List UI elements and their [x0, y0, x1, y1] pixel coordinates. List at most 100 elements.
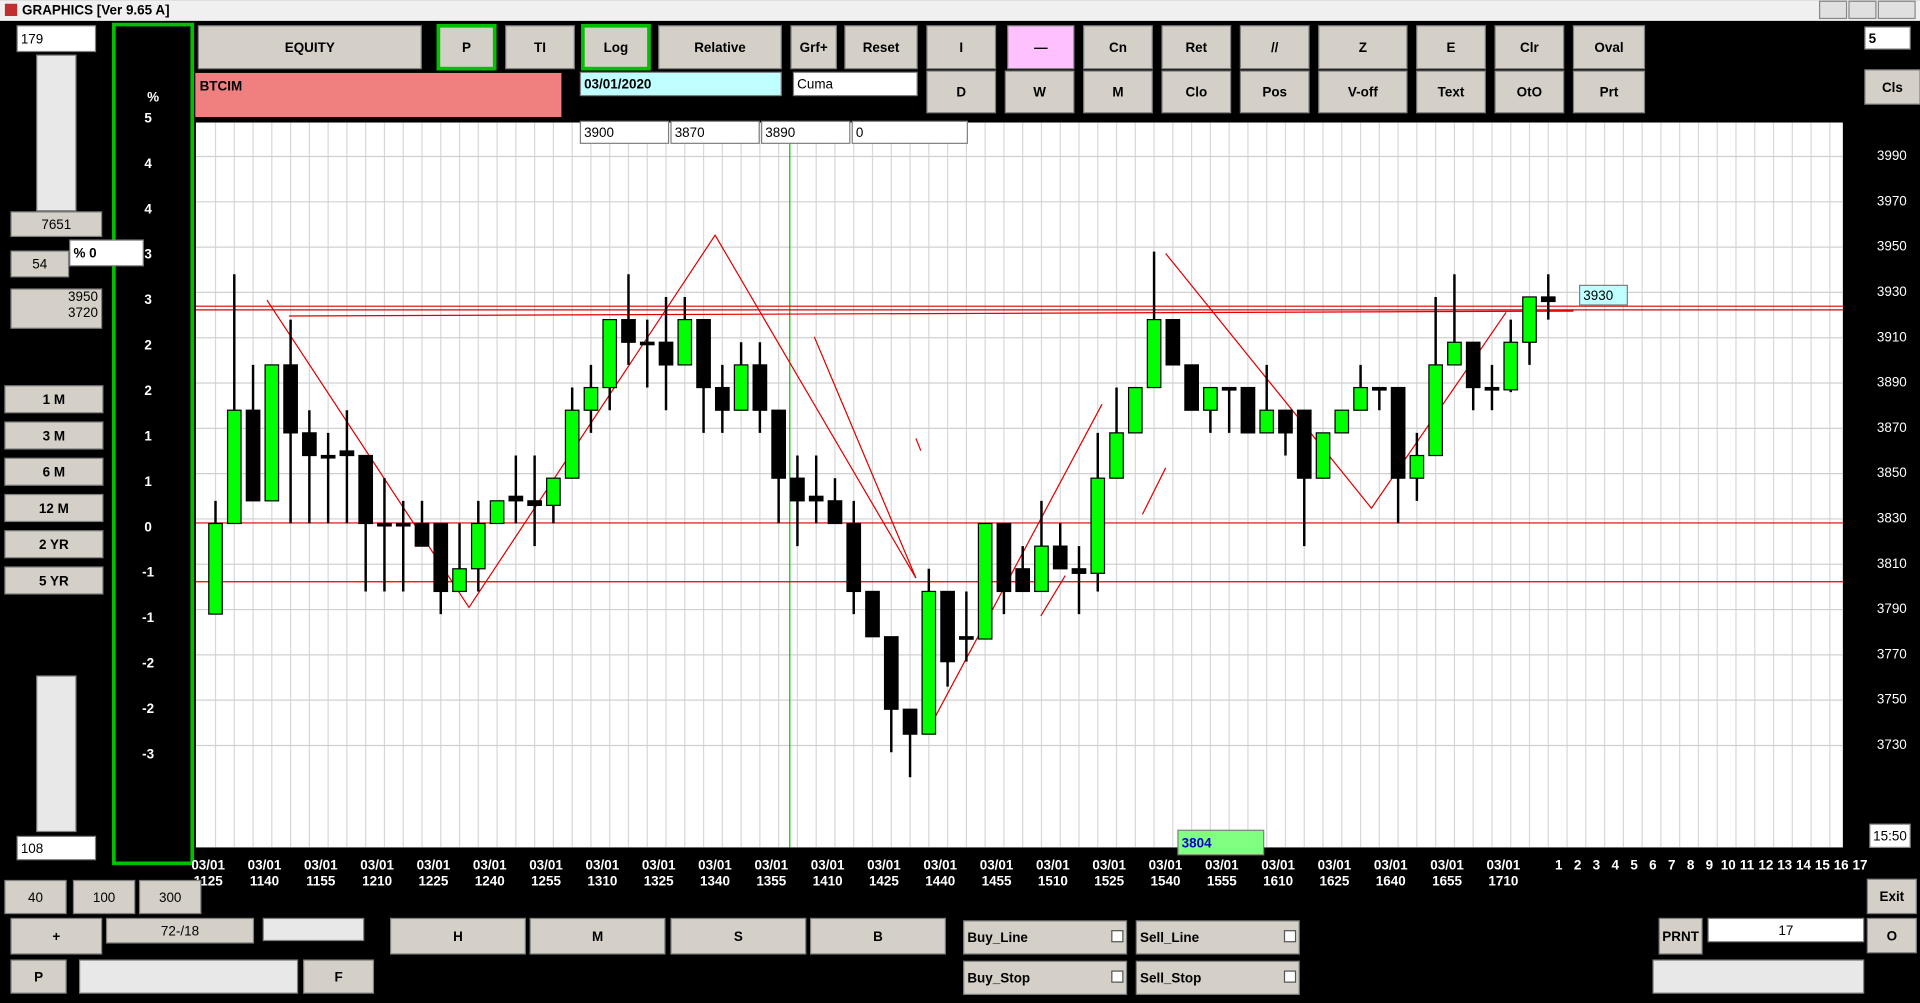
toolbar-button[interactable]	[1318, 70, 1408, 114]
period-button[interactable]	[4, 421, 104, 450]
period-button[interactable]	[4, 530, 104, 559]
order-checkbox[interactable]	[1111, 930, 1124, 943]
x-tick-label: 1625	[1319, 873, 1349, 888]
toolbar-button[interactable]	[926, 70, 997, 114]
zoom-button[interactable]	[138, 879, 202, 915]
close-window-button[interactable]	[1877, 0, 1916, 20]
candle-body	[940, 590, 955, 663]
o-button[interactable]	[1866, 917, 1917, 954]
order-button[interactable]	[1135, 920, 1300, 955]
zoom-button[interactable]	[4, 879, 67, 915]
order-button[interactable]	[963, 920, 1128, 955]
hmsb-button[interactable]	[810, 917, 946, 955]
day-field[interactable]	[792, 71, 918, 97]
toolbar-button[interactable]	[844, 25, 918, 70]
hmsb-button[interactable]	[390, 917, 526, 955]
toolbar-button[interactable]	[1416, 25, 1486, 70]
input-field[interactable]	[761, 120, 851, 144]
input-field[interactable]	[670, 120, 760, 144]
toolbar-button[interactable]	[1161, 25, 1232, 70]
period-button[interactable]	[4, 566, 104, 595]
trend-line	[926, 403, 1103, 733]
close-chart-button[interactable]	[1864, 69, 1920, 105]
scrollbar[interactable]	[262, 917, 365, 942]
date-field[interactable]	[579, 71, 782, 97]
toolbar-button[interactable]	[1494, 25, 1565, 70]
toolbar-button[interactable]	[658, 25, 782, 70]
top-value-field[interactable]	[16, 25, 97, 53]
percent-label: 3	[144, 292, 151, 307]
toolbar-button[interactable]	[1318, 25, 1408, 70]
period-spinner[interactable]	[1864, 26, 1911, 50]
toolbar-button[interactable]	[505, 25, 575, 70]
candle-body	[414, 522, 430, 547]
input-field[interactable]	[579, 120, 670, 144]
x-tick-date: 03/01	[867, 857, 901, 872]
field-value-label: 54	[32, 257, 47, 272]
p-button[interactable]	[10, 959, 67, 994]
toolbar-button[interactable]	[1572, 25, 1646, 70]
print-value-field[interactable]	[1707, 917, 1865, 943]
exit-button[interactable]	[1866, 878, 1917, 915]
scrollbar[interactable]	[36, 54, 77, 212]
order-button[interactable]	[1135, 960, 1300, 995]
x-tick-date: 03/01	[980, 857, 1014, 872]
period-button[interactable]	[4, 493, 104, 523]
toolbar-button[interactable]	[581, 23, 651, 71]
scrollbar[interactable]	[36, 675, 77, 833]
toolbar-button-label: Prt	[1600, 85, 1619, 100]
candle-body	[583, 386, 599, 411]
plus-button[interactable]	[10, 917, 103, 955]
toolbar-button[interactable]	[436, 23, 497, 71]
toolbar-button[interactable]	[1083, 70, 1153, 114]
f-button[interactable]	[303, 959, 375, 994]
p-button-label: P	[34, 969, 43, 984]
maximize-button[interactable]	[1848, 0, 1877, 20]
toolbar-button[interactable]	[1239, 70, 1310, 114]
toolbar-button[interactable]	[1004, 70, 1075, 114]
order-button[interactable]	[963, 960, 1128, 995]
percent-field[interactable]	[69, 239, 144, 267]
bottom-value-field-label: 108	[21, 841, 43, 856]
period-button-label: 1 M	[43, 392, 65, 407]
period-spinner-label: 5	[1869, 31, 1877, 46]
zoom-button[interactable]	[72, 879, 136, 915]
x-tick-date: 03/01	[1430, 857, 1464, 872]
hmsb-button[interactable]	[670, 917, 807, 955]
toolbar-button[interactable]	[1161, 70, 1232, 114]
toolbar-button[interactable]	[926, 25, 997, 70]
close-chart-button-label: Cls	[1882, 80, 1903, 95]
period-button[interactable]	[4, 457, 104, 486]
toolbar-button[interactable]	[1416, 70, 1486, 114]
candle-body	[621, 318, 636, 343]
x-tick-label: 1240	[475, 873, 505, 888]
toolbar-button[interactable]	[1572, 70, 1646, 114]
period-button[interactable]	[4, 385, 104, 414]
bottom-value-field[interactable]	[16, 835, 97, 861]
position-field[interactable]	[105, 917, 255, 944]
toolbar-button[interactable]	[197, 25, 422, 70]
toolbar-button[interactable]	[1083, 25, 1153, 70]
order-checkbox[interactable]	[1283, 930, 1297, 943]
field-value[interactable]	[10, 250, 70, 278]
minimize-button[interactable]	[1818, 0, 1848, 20]
toolbar-button[interactable]	[1494, 70, 1565, 114]
range-field[interactable]	[10, 288, 103, 329]
scrollbar[interactable]	[1652, 959, 1865, 994]
toolbar-button-label: Pos	[1262, 85, 1287, 100]
count-field[interactable]	[10, 211, 103, 238]
hmsb-button[interactable]	[529, 917, 666, 955]
x-tick-label: 1325	[644, 873, 674, 888]
order-checkbox[interactable]	[1111, 970, 1124, 983]
input-field[interactable]	[851, 120, 968, 144]
toolbar-button-label: E	[1447, 40, 1456, 55]
toolbar-button-label: Grf+	[800, 40, 828, 55]
order-checkbox[interactable]	[1283, 970, 1297, 983]
scrollbar[interactable]	[78, 959, 299, 994]
print-button[interactable]	[1658, 917, 1703, 955]
candle-body	[1371, 386, 1387, 391]
candle-body	[827, 500, 843, 525]
toolbar-button[interactable]	[790, 25, 837, 70]
toolbar-button[interactable]	[1007, 25, 1075, 70]
toolbar-button[interactable]	[1239, 25, 1310, 70]
